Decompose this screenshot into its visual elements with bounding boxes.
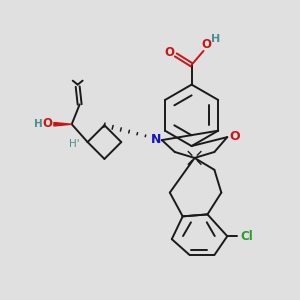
Text: Cl: Cl [241,230,254,243]
Polygon shape [54,122,72,126]
Text: H: H [211,34,220,44]
Text: N: N [151,133,161,146]
Text: H: H [34,119,42,129]
Text: O: O [165,46,175,59]
Text: O: O [202,38,212,52]
Text: H': H' [69,139,80,149]
Text: O: O [229,130,239,142]
Text: O: O [42,117,52,130]
